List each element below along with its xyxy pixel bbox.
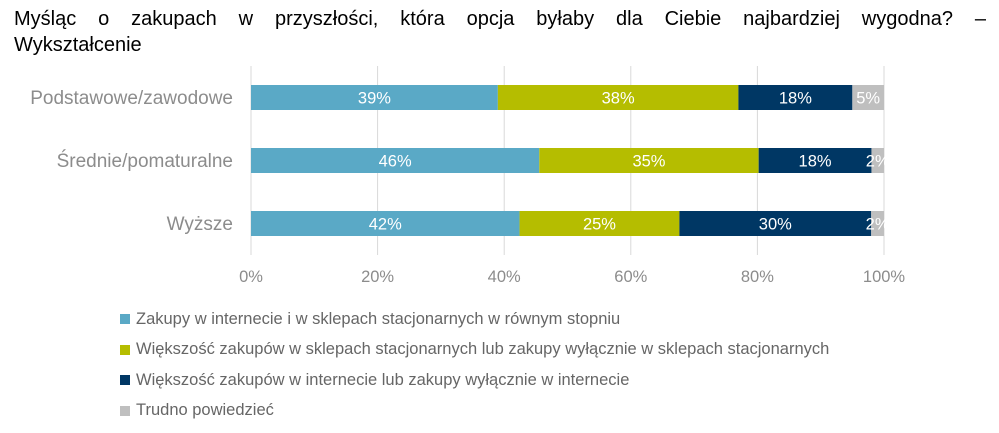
title-line-1: Myśląc o zakupach w przyszłości, która o… <box>14 8 986 30</box>
bar-segment-0-2 <box>738 85 853 110</box>
legend-swatch-2 <box>120 375 130 386</box>
legend-item-2: Większość zakupów w internecie lub zakup… <box>120 365 829 396</box>
bar-segment-2-2 <box>679 211 872 236</box>
legend-item-1: Większość zakupów w sklepach stacjonarny… <box>120 335 829 366</box>
data-label-2-2: 30% <box>759 216 792 234</box>
chart-title: Myśląc o zakupach w przyszłości, która o… <box>14 6 986 58</box>
bar-segment-1-2 <box>758 148 872 173</box>
category-label-1: Średnie/pomaturalne <box>57 150 233 172</box>
data-label-2-3: 2% <box>866 216 890 234</box>
category-label-0: Podstawowe/zawodowe <box>30 88 233 109</box>
legend-label-0: Zakupy w internecie i w sklepach stacjon… <box>136 309 621 328</box>
x-tick-label-0: 0% <box>239 268 263 286</box>
bar-segment-1-3 <box>871 148 884 173</box>
chart-legend: Zakupy w internecie i w sklepach stacjon… <box>120 304 829 426</box>
bar-segment-2-0 <box>251 211 520 236</box>
x-tick-label-1: 20% <box>361 268 394 286</box>
data-label-0-1: 38% <box>602 90 635 108</box>
bar-segment-1-0 <box>251 148 540 173</box>
data-label-0-2: 18% <box>779 90 812 108</box>
x-tick-label-5: 100% <box>863 268 906 286</box>
legend-label-3: Trudno powiedzieć <box>136 401 274 420</box>
data-label-2-1: 25% <box>583 216 616 234</box>
data-label-1-0: 46% <box>379 153 412 171</box>
stacked-bar-chart: 0% 20% 40% 60% 80% 100% Podstawowe/zawodowe Śre… <box>30 66 906 286</box>
bar-segment-2-1 <box>519 211 680 236</box>
legend-swatch-1 <box>120 344 130 355</box>
x-tick-label-4: 80% <box>741 268 774 286</box>
bar-segment-2-3 <box>871 211 884 236</box>
legend-label-1: Większość zakupów w sklepach stacjonarny… <box>136 340 830 359</box>
legend-swatch-0 <box>120 314 130 325</box>
bar-segment-0-3 <box>852 85 884 110</box>
data-label-1-2: 18% <box>799 153 832 171</box>
x-tick-label-3: 60% <box>614 268 647 286</box>
bar-segment-0-0 <box>251 85 498 110</box>
data-label-2-0: 42% <box>369 216 402 234</box>
category-label-2: Wyższe <box>167 214 233 235</box>
title-line-2: Wykształcenie <box>14 34 142 56</box>
legend-item-3: Trudno powiedzieć <box>120 396 829 427</box>
legend-swatch-3 <box>120 405 130 416</box>
data-label-1-3: 2% <box>866 153 890 171</box>
legend-label-2: Większość zakupów w internecie lub zakup… <box>136 370 630 389</box>
x-tick-label-2: 40% <box>488 268 521 286</box>
data-label-0-0: 39% <box>358 90 391 108</box>
data-label-1-1: 35% <box>632 153 665 171</box>
legend-item-0: Zakupy w internecie i w sklepach stacjon… <box>120 304 829 335</box>
bar-segment-1-1 <box>539 148 759 173</box>
data-label-0-3: 5% <box>856 90 880 108</box>
bar-segment-0-1 <box>497 85 739 110</box>
